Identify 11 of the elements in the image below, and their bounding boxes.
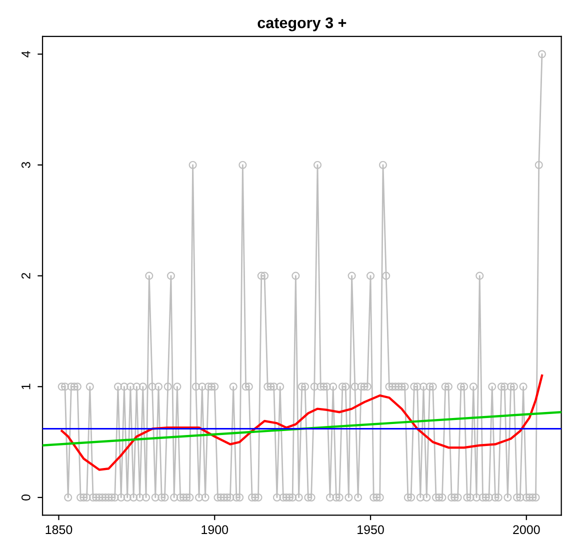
y-tick-label: 3: [21, 162, 30, 168]
x-tick-label: 2000: [513, 525, 540, 534]
x-tick-label: 1950: [358, 525, 384, 534]
x-tick-label: 1900: [202, 525, 228, 534]
x-tick-label: 1850: [46, 525, 72, 534]
y-tick-label: 2: [21, 272, 30, 279]
y-tick-label: 0: [21, 494, 30, 500]
y-tick-label: 4: [22, 51, 30, 58]
y-tick-label: 1: [22, 384, 30, 390]
line-series: [60, 374, 544, 471]
chart-title: category 3 +: [258, 17, 346, 32]
